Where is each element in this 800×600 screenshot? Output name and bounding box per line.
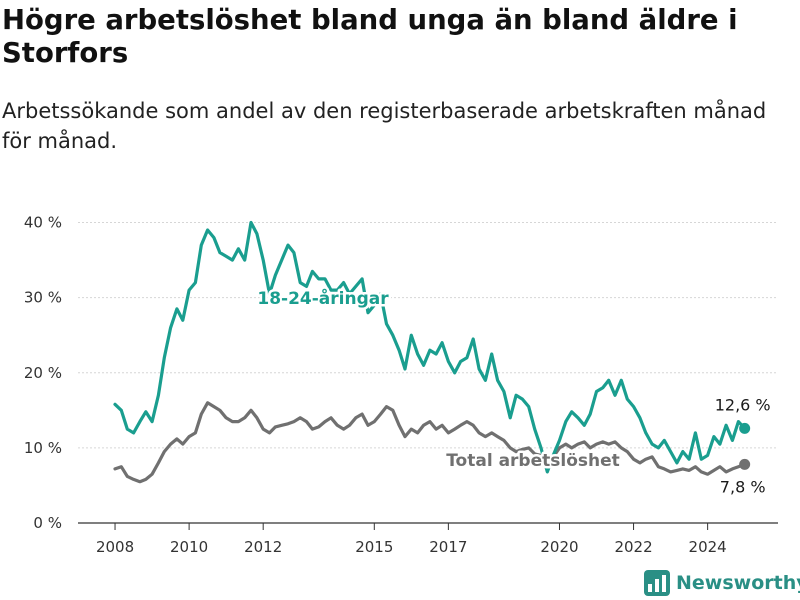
brand-name: Newsworthy [676, 572, 800, 594]
y-tick-label: 20 % [24, 364, 62, 382]
x-tick-label: 2017 [429, 538, 467, 556]
y-tick-label: 40 % [24, 214, 62, 232]
series-label-youth: 18-24-åringar [257, 287, 389, 309]
y-tick-label: 0 % [33, 514, 62, 532]
x-tick-label: 2015 [355, 538, 393, 556]
x-tick-label: 2008 [96, 538, 134, 556]
series-label-youth-halo: 18-24-åringar [257, 287, 389, 309]
series-label-total: Total arbetslöshet [446, 451, 620, 471]
end-label-youth: 12,6 % [715, 395, 771, 414]
brand-logo: Newsworthy [644, 570, 800, 596]
page-subtitle: Arbetssökande som andel av den registerb… [2, 99, 767, 153]
series-label-total-halo: Total arbetslöshet [446, 451, 620, 471]
x-tick-label: 2022 [614, 538, 652, 556]
end-label-total: 7,8 % [720, 477, 766, 496]
newsworthy-logo-icon [644, 570, 670, 596]
series-line-youth [113, 220, 747, 474]
y-tick-label: 10 % [24, 439, 62, 457]
end-point-total [739, 458, 751, 470]
series-line-total [113, 401, 747, 484]
x-tick-label: 2010 [170, 538, 208, 556]
x-tick-label: 2020 [540, 538, 578, 556]
y-tick-label: 30 % [24, 289, 62, 307]
end-point-youth [739, 422, 751, 434]
page-title: Högre arbetslöshet bland unga än bland ä… [2, 4, 738, 69]
x-tick-label: 2024 [689, 538, 727, 556]
x-tick-label: 2012 [244, 538, 282, 556]
